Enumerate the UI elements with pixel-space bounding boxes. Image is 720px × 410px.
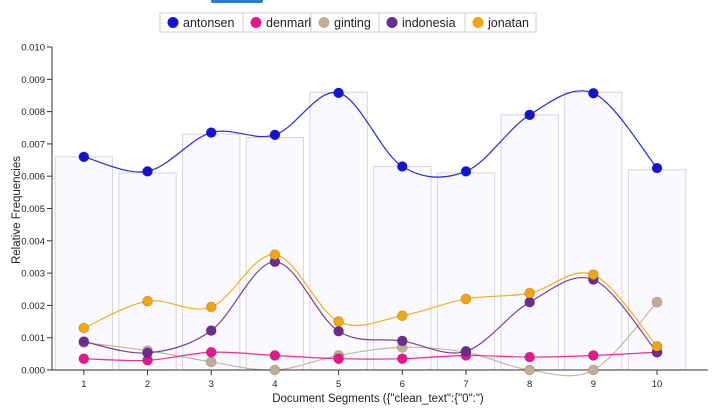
x-axis-title: Document Segments ({"clean_text":{"0":")	[272, 393, 484, 405]
data-point-denmark[interactable]	[396, 353, 408, 364]
y-tick-label: 0.009	[21, 75, 45, 86]
segment-bar	[118, 172, 177, 371]
data-point-antonsen[interactable]	[78, 151, 90, 163]
x-tick-label: 3	[209, 379, 214, 390]
y-tick-label: 0.006	[21, 172, 45, 183]
data-point-indonesia[interactable]	[205, 325, 217, 336]
x-tick-label: 9	[591, 379, 596, 390]
legend-item-antonsen[interactable]: antonsen	[159, 12, 244, 33]
data-point-antonsen[interactable]	[651, 162, 663, 174]
data-point-jonatan[interactable]	[78, 322, 90, 334]
legend-item-box	[464, 12, 537, 33]
data-point-jonatan[interactable]	[142, 295, 153, 307]
legend: antonsen denmark ginting indonesia jonatan	[159, 12, 537, 33]
series-points	[78, 87, 663, 376]
axes: 0.000 0.001 0.002 0.003 0.004 0.005 0.006 0.007…	[21, 43, 708, 390]
data-point-denmark[interactable]	[205, 346, 217, 358]
data-point-jonatan[interactable]	[396, 310, 408, 322]
segment-bar	[500, 114, 559, 371]
data-point-ginting[interactable]	[205, 356, 217, 368]
data-point-jonatan[interactable]	[269, 249, 281, 260]
y-axis-title: Relative Frequencies	[11, 156, 23, 264]
data-point-jonatan[interactable]	[588, 269, 599, 281]
data-point-ginting[interactable]	[524, 364, 535, 376]
legend-label: indonesia	[402, 16, 456, 30]
legend-item-denmark[interactable]: denmark	[242, 12, 315, 33]
series-line-denmark	[83, 351, 658, 362]
data-point-jonatan[interactable]	[333, 316, 344, 327]
data-point-jonatan[interactable]	[524, 287, 535, 299]
segment-bar	[245, 136, 305, 371]
x-tick-label: 1	[81, 379, 86, 390]
y-tick-label: 0.003	[21, 269, 45, 280]
segment-bar	[627, 169, 687, 371]
y-tick-label: 0.004	[21, 236, 45, 247]
legend-item-jonatan[interactable]: jonatan	[464, 12, 537, 33]
data-point-antonsen[interactable]	[588, 87, 599, 99]
x-tick-label: 2	[145, 379, 150, 390]
y-tick-label: 0.002	[21, 301, 45, 312]
series-line-antonsen	[83, 90, 658, 178]
series-lines	[83, 90, 658, 377]
legend-label: antonsen	[183, 16, 234, 30]
data-point-jonatan[interactable]	[651, 341, 663, 352]
x-tick-label: 7	[463, 379, 468, 390]
data-point-indonesia[interactable]	[396, 335, 408, 347]
y-tick-label: 0.001	[21, 333, 45, 344]
data-point-antonsen[interactable]	[205, 127, 217, 138]
legend-label: jonatan	[487, 16, 529, 30]
data-point-denmark[interactable]	[333, 353, 344, 364]
legend-label: ginting	[334, 16, 371, 30]
y-tick-label: 0.010	[21, 43, 45, 54]
data-point-denmark[interactable]	[78, 353, 90, 364]
data-point-denmark[interactable]	[269, 350, 281, 361]
data-point-antonsen[interactable]	[333, 87, 344, 99]
y-tick-label: 0.008	[21, 107, 45, 118]
data-point-denmark[interactable]	[524, 351, 535, 363]
data-point-antonsen[interactable]	[142, 166, 153, 177]
legend-swatch	[250, 17, 262, 28]
x-tick-label: 10	[652, 379, 663, 390]
data-point-jonatan[interactable]	[460, 293, 472, 305]
legend-label: denmark	[266, 16, 315, 30]
data-point-antonsen[interactable]	[269, 129, 281, 141]
data-point-denmark[interactable]	[588, 350, 599, 361]
data-point-indonesia[interactable]	[142, 347, 153, 359]
series-line-jonatan	[83, 254, 658, 347]
data-point-indonesia[interactable]	[333, 325, 344, 337]
data-point-indonesia[interactable]	[460, 345, 472, 357]
legend-item-ginting[interactable]: ginting	[310, 12, 380, 33]
y-tick-label: 0.000	[21, 366, 45, 377]
legend-swatch	[386, 17, 398, 28]
data-point-ginting[interactable]	[651, 296, 663, 308]
data-point-ginting[interactable]	[269, 364, 281, 376]
legend-swatch	[167, 17, 179, 28]
data-point-ginting[interactable]	[588, 364, 599, 376]
data-point-antonsen[interactable]	[524, 109, 535, 121]
data-point-antonsen[interactable]	[460, 166, 472, 177]
segment-bar	[564, 91, 623, 371]
legend-item-indonesia[interactable]: indonesia	[378, 12, 466, 33]
x-tick-label: 5	[336, 379, 341, 390]
x-tick-label: 4	[272, 379, 277, 390]
data-point-indonesia[interactable]	[78, 336, 90, 347]
data-point-antonsen[interactable]	[396, 161, 408, 172]
y-tick-label: 0.007	[21, 139, 45, 150]
series-line-indonesia	[83, 261, 658, 354]
legend-swatch	[318, 17, 330, 28]
segment-bars	[54, 91, 687, 371]
data-point-jonatan[interactable]	[205, 301, 217, 313]
y-tick-label: 0.005	[21, 204, 45, 215]
data-point-indonesia[interactable]	[524, 296, 535, 308]
legend-swatch	[472, 17, 484, 28]
segment-bar	[436, 172, 496, 371]
x-tick-label: 8	[527, 379, 532, 390]
x-tick-label: 6	[400, 379, 405, 390]
active-tab-indicator[interactable]	[211, 0, 263, 3]
